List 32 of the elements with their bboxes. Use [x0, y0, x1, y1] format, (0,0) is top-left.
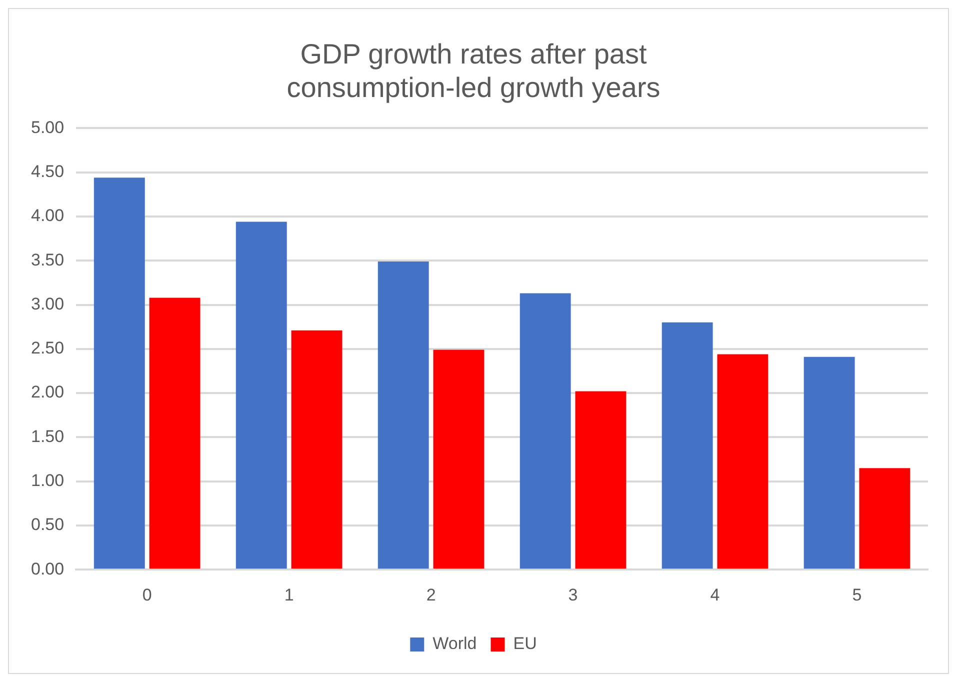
- bar: [378, 262, 429, 569]
- y-tick-label: 1.50: [30, 426, 64, 446]
- y-tick-label: 0.00: [30, 559, 64, 578]
- bar: [575, 391, 626, 569]
- bar: [149, 298, 200, 569]
- bar: [236, 222, 287, 569]
- legend-label: World: [432, 634, 477, 654]
- y-tick-label: 0.50: [30, 515, 64, 534]
- y-tick-label: 3.50: [30, 250, 64, 270]
- y-tick-label: 1.00: [30, 471, 64, 490]
- y-tick-label: 5.00: [30, 118, 64, 137]
- y-tick-label: 4.50: [30, 162, 64, 182]
- x-tick-label: 2: [426, 585, 436, 604]
- y-tick-label: 2.00: [30, 382, 64, 402]
- bar: [291, 330, 342, 569]
- bar: [804, 356, 855, 569]
- y-tick-label: 3.00: [30, 294, 64, 314]
- bar: [859, 468, 910, 569]
- legend-label: EU: [513, 634, 537, 654]
- x-tick-label: 5: [852, 585, 862, 604]
- y-tick-label: 4.00: [30, 206, 64, 226]
- y-tick-label: 2.50: [30, 338, 64, 358]
- bar: [717, 354, 768, 569]
- bar: [94, 178, 145, 569]
- bar: [433, 350, 484, 569]
- x-tick-label: 1: [284, 585, 294, 604]
- bar: [662, 322, 713, 569]
- x-tick-label: 0: [142, 585, 152, 604]
- chart-title: GDP growth rates after past consumption-led growth years: [286, 38, 660, 104]
- x-tick-label: 3: [568, 585, 578, 604]
- bar: [520, 293, 571, 569]
- x-tick-label: 4: [710, 585, 720, 604]
